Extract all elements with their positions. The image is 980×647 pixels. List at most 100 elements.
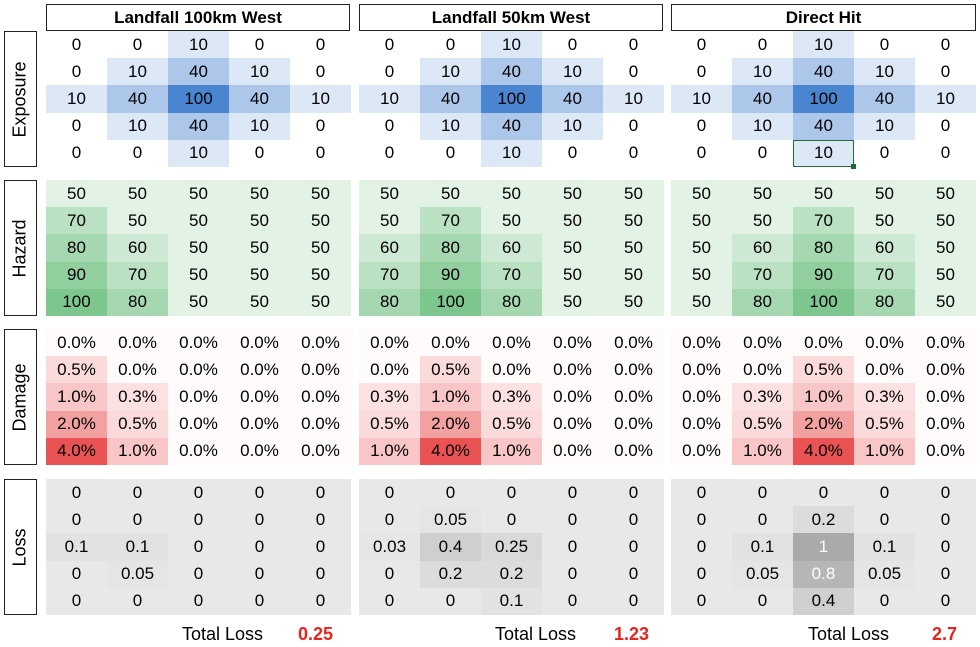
exposure-cell[interactable]: 10 [168, 139, 229, 167]
hazard-cell[interactable]: 60 [481, 234, 542, 262]
hazard-cell[interactable]: 70 [854, 261, 915, 289]
hazard-cell[interactable]: 50 [229, 261, 290, 289]
damage-cell[interactable]: 0.0% [229, 437, 290, 465]
hazard-cell[interactable]: 50 [359, 180, 420, 208]
hazard-cell[interactable]: 50 [732, 180, 793, 208]
damage-cell[interactable]: 0.0% [290, 410, 351, 438]
hazard-cell[interactable]: 80 [46, 234, 107, 262]
hazard-cell[interactable]: 50 [481, 180, 542, 208]
exposure-cell[interactable]: 10 [542, 58, 603, 86]
damage-cell[interactable]: 0.3% [107, 383, 168, 411]
exposure-cell[interactable]: 0 [46, 31, 107, 59]
damage-cell[interactable]: 0.5% [854, 410, 915, 438]
damage-cell[interactable]: 1.0% [481, 437, 542, 465]
loss-cell[interactable]: 0 [229, 587, 290, 615]
hazard-cell[interactable]: 80 [854, 288, 915, 316]
hazard-cell[interactable]: 90 [420, 261, 481, 289]
damage-cell[interactable]: 0.0% [671, 356, 732, 384]
damage-cell[interactable]: 4.0% [46, 437, 107, 465]
damage-cell[interactable]: 0.5% [732, 410, 793, 438]
hazard-cell[interactable]: 50 [671, 207, 732, 235]
exposure-cell[interactable]: 0 [542, 139, 603, 167]
exposure-cell[interactable]: 10 [603, 85, 664, 113]
damage-cell[interactable]: 0.5% [420, 356, 481, 384]
damage-cell[interactable]: 0.0% [107, 356, 168, 384]
damage-cell[interactable]: 0.0% [229, 329, 290, 357]
exposure-cell[interactable]: 40 [732, 85, 793, 113]
loss-cell[interactable]: 0 [915, 479, 976, 507]
damage-cell[interactable]: 0.0% [290, 356, 351, 384]
exposure-cell[interactable]: 0 [854, 31, 915, 59]
exposure-cell[interactable]: 0 [46, 58, 107, 86]
hazard-cell[interactable]: 70 [107, 261, 168, 289]
damage-cell[interactable]: 4.0% [793, 437, 854, 465]
damage-cell[interactable]: 0.0% [915, 437, 976, 465]
hazard-cell[interactable]: 50 [168, 234, 229, 262]
exposure-cell[interactable]: 0 [290, 112, 351, 140]
exposure-cell[interactable]: 0 [107, 139, 168, 167]
hazard-cell[interactable]: 50 [915, 234, 976, 262]
loss-cell[interactable]: 0.1 [107, 533, 168, 561]
loss-cell[interactable]: 0 [481, 506, 542, 534]
exposure-cell[interactable]: 0 [603, 31, 664, 59]
loss-cell[interactable]: 0 [671, 506, 732, 534]
loss-cell[interactable]: 0 [359, 506, 420, 534]
exposure-cell[interactable]: 10 [732, 112, 793, 140]
damage-cell[interactable]: 0.0% [168, 437, 229, 465]
hazard-cell[interactable]: 50 [603, 234, 664, 262]
hazard-cell[interactable]: 50 [481, 207, 542, 235]
damage-cell[interactable]: 0.0% [168, 383, 229, 411]
loss-cell[interactable]: 0 [229, 533, 290, 561]
hazard-cell[interactable]: 80 [732, 288, 793, 316]
hazard-cell[interactable]: 50 [229, 288, 290, 316]
exposure-cell[interactable]: 0 [290, 139, 351, 167]
damage-cell[interactable]: 0.0% [603, 410, 664, 438]
hazard-cell[interactable]: 50 [915, 207, 976, 235]
exposure-cell[interactable]: 10 [481, 139, 542, 167]
loss-cell[interactable]: 0 [168, 479, 229, 507]
hazard-cell[interactable]: 100 [793, 288, 854, 316]
exposure-cell[interactable]: 0 [671, 139, 732, 167]
damage-cell[interactable]: 1.0% [359, 437, 420, 465]
damage-cell[interactable]: 0.0% [671, 437, 732, 465]
loss-cell[interactable]: 0 [229, 560, 290, 588]
exposure-cell[interactable]: 0 [542, 31, 603, 59]
loss-cell[interactable]: 0 [854, 587, 915, 615]
exposure-cell[interactable]: 10 [359, 85, 420, 113]
damage-cell[interactable]: 0.0% [481, 356, 542, 384]
damage-cell[interactable]: 0.0% [854, 356, 915, 384]
hazard-cell[interactable]: 60 [854, 234, 915, 262]
damage-cell[interactable]: 1.0% [420, 383, 481, 411]
exposure-cell[interactable]: 40 [793, 58, 854, 86]
hazard-cell[interactable]: 50 [420, 180, 481, 208]
damage-cell[interactable]: 0.5% [793, 356, 854, 384]
damage-cell[interactable]: 0.0% [290, 329, 351, 357]
damage-cell[interactable]: 0.0% [603, 356, 664, 384]
loss-cell[interactable]: 0 [854, 506, 915, 534]
exposure-cell[interactable]: 10 [229, 112, 290, 140]
loss-cell[interactable]: 0.03 [359, 533, 420, 561]
exposure-cell[interactable]: 0 [915, 139, 976, 167]
loss-cell[interactable]: 0 [915, 533, 976, 561]
hazard-cell[interactable]: 80 [359, 288, 420, 316]
exposure-cell[interactable]: 0 [915, 31, 976, 59]
hazard-cell[interactable]: 50 [732, 207, 793, 235]
loss-cell[interactable]: 0 [915, 587, 976, 615]
loss-cell[interactable]: 0.2 [481, 560, 542, 588]
loss-cell[interactable]: 0 [46, 560, 107, 588]
damage-cell[interactable]: 0.5% [359, 410, 420, 438]
damage-cell[interactable]: 0.0% [290, 437, 351, 465]
damage-cell[interactable]: 0.0% [671, 410, 732, 438]
hazard-cell[interactable]: 50 [229, 234, 290, 262]
exposure-cell[interactable]: 10 [671, 85, 732, 113]
hazard-cell[interactable]: 80 [107, 288, 168, 316]
damage-cell[interactable]: 0.0% [481, 329, 542, 357]
loss-cell[interactable]: 0.05 [107, 560, 168, 588]
damage-cell[interactable]: 0.0% [290, 383, 351, 411]
hazard-cell[interactable]: 70 [46, 207, 107, 235]
exposure-cell[interactable]: 40 [854, 85, 915, 113]
exposure-cell[interactable]: 10 [793, 31, 854, 59]
hazard-cell[interactable]: 70 [481, 261, 542, 289]
hazard-cell[interactable]: 50 [603, 207, 664, 235]
exposure-cell[interactable]: 0 [359, 31, 420, 59]
